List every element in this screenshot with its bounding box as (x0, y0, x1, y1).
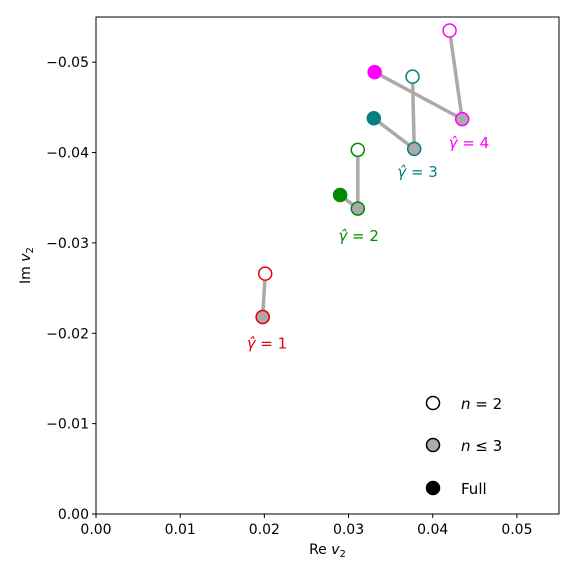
point-n3-gamma-1 (255, 309, 270, 325)
y-tick-label: −0.05 (46, 55, 89, 71)
series-annotations: γ̂ = 1γ̂ = 2γ̂ = 3γ̂ = 4 (247, 134, 490, 353)
y-axis-label: Im v2 (18, 247, 36, 284)
connector-n2-n3-gamma-3 (410, 74, 416, 151)
x-tick-label: 0.02 (249, 522, 280, 538)
x-tick-label: 0.03 (333, 522, 364, 538)
x-axis-ticks: 0.00 0.01 0.02 0.03 0.04 0.05 (80, 514, 532, 538)
point-n2-gamma-4 (442, 23, 457, 38)
y-axis-label-sub: 2 (25, 247, 36, 253)
y-axis-ticks: 0.00 −0.01 −0.02 −0.03 −0.04 −0.05 (46, 55, 96, 523)
point-n2-gamma-1 (257, 266, 273, 281)
annotation-gamma-value: = 2 (347, 227, 379, 245)
x-tick-label: 0.05 (501, 522, 532, 538)
x-axis-label-base: Re (309, 542, 331, 558)
y-axis-label-var: v (18, 253, 34, 262)
point-n3-gamma-2 (350, 201, 366, 216)
data-points (255, 23, 470, 325)
plot-area-frame (95, 16, 560, 515)
point-n3-gamma-3 (406, 141, 422, 157)
connector-n2-n3-gamma-4 (447, 28, 464, 121)
legend: n = 2 n ≤ 3 Full (425, 395, 502, 498)
x-tick-label: 0.01 (165, 522, 196, 538)
y-tick-label: −0.03 (46, 236, 89, 252)
x-tick-label: 0.00 (80, 522, 111, 538)
legend-marker-full (425, 480, 441, 496)
point-n3-gamma-4 (454, 111, 470, 127)
y-tick-label: −0.01 (46, 417, 89, 433)
point-full-gamma-2 (332, 187, 348, 203)
annotation-gamma-symbol: γ̂ (397, 163, 407, 181)
annotation-gamma-3: γ̂ = 3 (397, 163, 438, 181)
annotation-gamma-value: = 1 (256, 335, 288, 353)
point-full-gamma-4 (367, 64, 382, 80)
annotation-gamma-symbol: γ̂ (338, 227, 348, 245)
connector-full-n3-gamma-4 (372, 70, 464, 121)
legend-label-n3: n ≤ 3 (461, 437, 502, 455)
legend-label-n2: n = 2 (461, 395, 502, 413)
x-axis-label-sub: 2 (340, 549, 346, 560)
annotation-gamma-symbol: γ̂ (247, 335, 257, 353)
y-tick-label: 0.00 (58, 507, 89, 523)
y-tick-label: −0.04 (46, 146, 89, 162)
annotation-gamma-value: = 4 (458, 134, 490, 152)
point-n2-gamma-3 (405, 69, 420, 84)
annotation-gamma-2: γ̂ = 2 (338, 227, 379, 245)
point-full-gamma-3 (366, 110, 382, 126)
annotation-gamma-1: γ̂ = 1 (247, 335, 288, 353)
connector-lines (260, 28, 464, 319)
y-axis-label-base: Im (18, 262, 34, 284)
annotation-gamma-symbol: γ̂ (449, 134, 459, 152)
point-n2-gamma-2 (350, 142, 366, 158)
y-tick-label: −0.02 (46, 326, 89, 342)
annotation-gamma-4: γ̂ = 4 (449, 134, 490, 152)
x-tick-label: 0.04 (417, 522, 448, 538)
connector-full-n3-gamma-3 (372, 116, 416, 151)
legend-marker-n3 (425, 437, 441, 453)
annotation-gamma-value: = 3 (406, 163, 438, 181)
x-axis-label-var: v (331, 542, 340, 558)
x-axis-label: Re v2 (309, 542, 346, 560)
legend-marker-n2 (425, 395, 441, 411)
legend-label-full: Full (461, 480, 487, 498)
